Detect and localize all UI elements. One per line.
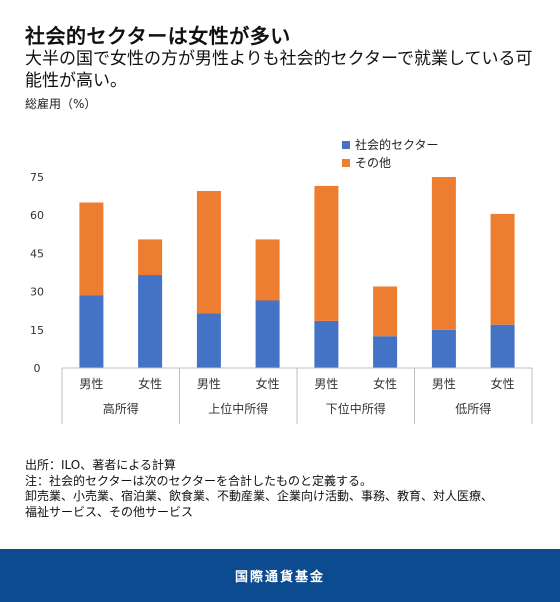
y-tick-label: 75 [30,171,44,184]
legend-swatch [342,141,350,149]
x-tick-label: 女性 [491,376,515,391]
x-tick-label: 男性 [197,377,221,391]
bar-segment-other [196,191,221,314]
y-tick-label: 15 [30,324,44,337]
x-tick-label: 男性 [314,377,338,391]
group-label: 高所得 [103,401,139,416]
group-label: 下位中所得 [326,401,386,416]
y-tick-label: 45 [30,247,44,260]
organization-name: 国際通貨基金 [234,570,325,585]
bar-segment-other [314,185,339,321]
bar-segment-other [138,239,163,276]
definition-list-line-2: 福祉サービス、その他サービス [25,504,194,519]
y-tick-label: 60 [30,209,44,222]
y-tick-label: 30 [30,286,44,299]
bar-segment-social [431,329,456,368]
legend-label: その他 [355,156,391,170]
source-note: 出所：ILO、著者による計算 [25,458,176,472]
bar-segment-social [490,324,515,368]
bar-segment-other [431,177,456,330]
bar-segment-other [490,213,515,325]
x-tick-label: 女性 [138,376,162,391]
legend-swatch [342,159,350,167]
bar-segment-social [373,336,398,368]
bar-segment-social [79,295,104,368]
chart-subtitle: 大半の国で女性の方が男性よりも社会的セクターで就業している可能性が高い。 [25,49,533,91]
y-axis-label: 総雇用（%） [25,97,97,111]
legend-label: 社会的セクター [355,137,439,152]
bar-segment-social [196,313,221,368]
bar-segment-other [373,286,398,337]
bar-segment-social [314,320,339,368]
x-tick-label: 女性 [373,376,397,391]
definition-list-line-1: 卸売業、小売業、宿泊業、飲食業、不動産業、企業向け活動、事務、教育、対人医療、 [25,489,494,503]
x-tick-label: 男性 [79,377,103,391]
bar-segment-social [255,300,280,368]
definition-note: 注：社会的セクターは次のセクターを合計したものと定義する。 [25,473,373,488]
y-tick-label: 0 [34,362,41,375]
footer-banner: 国際通貨基金 [0,549,560,602]
bar-segment-other [255,239,280,301]
chart-title: 社会的セクターは女性が多い [25,24,291,48]
bar-segment-social [138,275,163,368]
chart-notes: 出所：ILO、著者による計算 注：社会的セクターは次のセクターを合計したものと定… [25,458,545,520]
bar-segment-other [79,202,104,296]
group-label: 低所得 [455,401,491,416]
x-tick-label: 男性 [432,377,456,391]
group-label: 上位中所得 [208,401,268,416]
x-tick-label: 女性 [256,376,280,391]
